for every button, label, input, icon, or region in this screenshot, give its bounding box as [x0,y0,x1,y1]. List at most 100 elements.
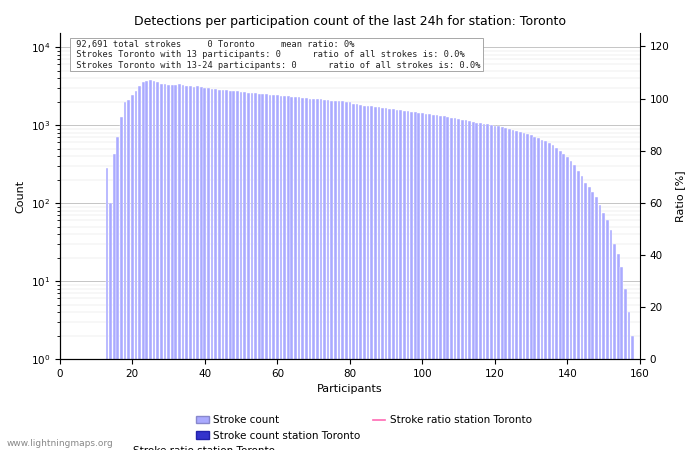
Bar [635,359,638,450]
X-axis label: Participants: Participants [317,384,383,395]
Y-axis label: Ratio [%]: Ratio [%] [675,171,685,222]
Bar [624,289,626,450]
Bar [229,91,232,450]
Bar [302,98,304,450]
Bar [120,117,122,450]
Bar [537,138,540,450]
Bar [407,111,410,450]
Bar [523,133,525,450]
Bar [258,94,260,450]
Bar [211,89,214,450]
Bar [617,254,620,450]
Bar [342,101,344,450]
Bar [425,114,428,450]
Bar [142,82,144,450]
Bar [337,101,340,450]
Bar [519,132,522,450]
Bar [124,103,127,450]
Bar [505,128,508,450]
Bar [174,85,177,450]
Bar [432,115,435,450]
Bar [251,93,253,450]
Y-axis label: Count: Count [15,180,25,213]
Bar [472,122,475,450]
Bar [316,99,318,450]
Bar [497,126,500,450]
Bar [164,84,167,450]
Bar [312,99,315,450]
Bar [349,103,351,450]
Bar [374,107,377,450]
Bar [279,96,282,450]
Bar [153,81,155,450]
Bar [113,154,116,450]
Bar [182,85,184,450]
Bar [287,96,290,450]
Bar [385,108,388,450]
Bar [435,115,438,450]
Bar [602,213,605,450]
Bar [403,111,405,450]
Bar [628,312,631,450]
Bar [244,92,246,450]
Bar [479,123,482,450]
Bar [454,118,456,450]
Bar [265,94,268,450]
Bar [214,90,217,450]
Bar [193,87,195,450]
Bar [457,119,460,450]
Bar [610,230,612,450]
Bar [359,105,362,450]
Bar [247,93,250,450]
Bar [232,91,235,450]
Bar [345,102,348,450]
Bar [475,122,478,450]
Bar [468,121,471,450]
Bar [239,92,242,450]
Bar [620,267,623,450]
Bar [428,114,431,450]
Bar [146,81,148,450]
Bar [138,86,141,450]
Bar [330,101,333,450]
Bar [465,120,468,450]
Bar [370,106,373,450]
Bar [595,197,598,450]
Bar [421,113,424,450]
Bar [171,85,174,450]
Bar [352,104,355,450]
Text: www.lightningmaps.org: www.lightningmaps.org [7,439,113,448]
Bar [399,110,402,450]
Bar [447,117,449,450]
Bar [508,129,511,450]
Bar [563,154,565,450]
Bar [377,107,380,450]
Bar [262,94,264,450]
Bar [167,85,170,450]
Bar [284,96,286,450]
Bar [500,127,503,450]
Bar [225,90,228,450]
Bar [395,110,398,450]
Bar [577,171,580,450]
Bar [134,91,137,450]
Bar [566,157,569,450]
Bar [439,116,442,450]
Bar [196,86,199,450]
Bar [319,99,322,450]
Bar [559,151,561,450]
Bar [309,99,312,450]
Bar [490,125,493,450]
Bar [580,176,583,450]
Bar [410,112,413,450]
Bar [483,124,485,450]
Bar [530,135,533,450]
Bar [494,126,496,450]
Bar [334,101,337,450]
Bar [276,95,279,450]
Text: 92,691 total strokes     0 Toronto     mean ratio: 0%
 Strokes Toronto with 13 p: 92,691 total strokes 0 Toronto mean rati… [71,40,481,70]
Bar [178,84,181,450]
Legend: Stroke ratio station Toronto: Stroke ratio station Toronto [113,442,279,450]
Bar [236,91,239,450]
Bar [533,137,536,450]
